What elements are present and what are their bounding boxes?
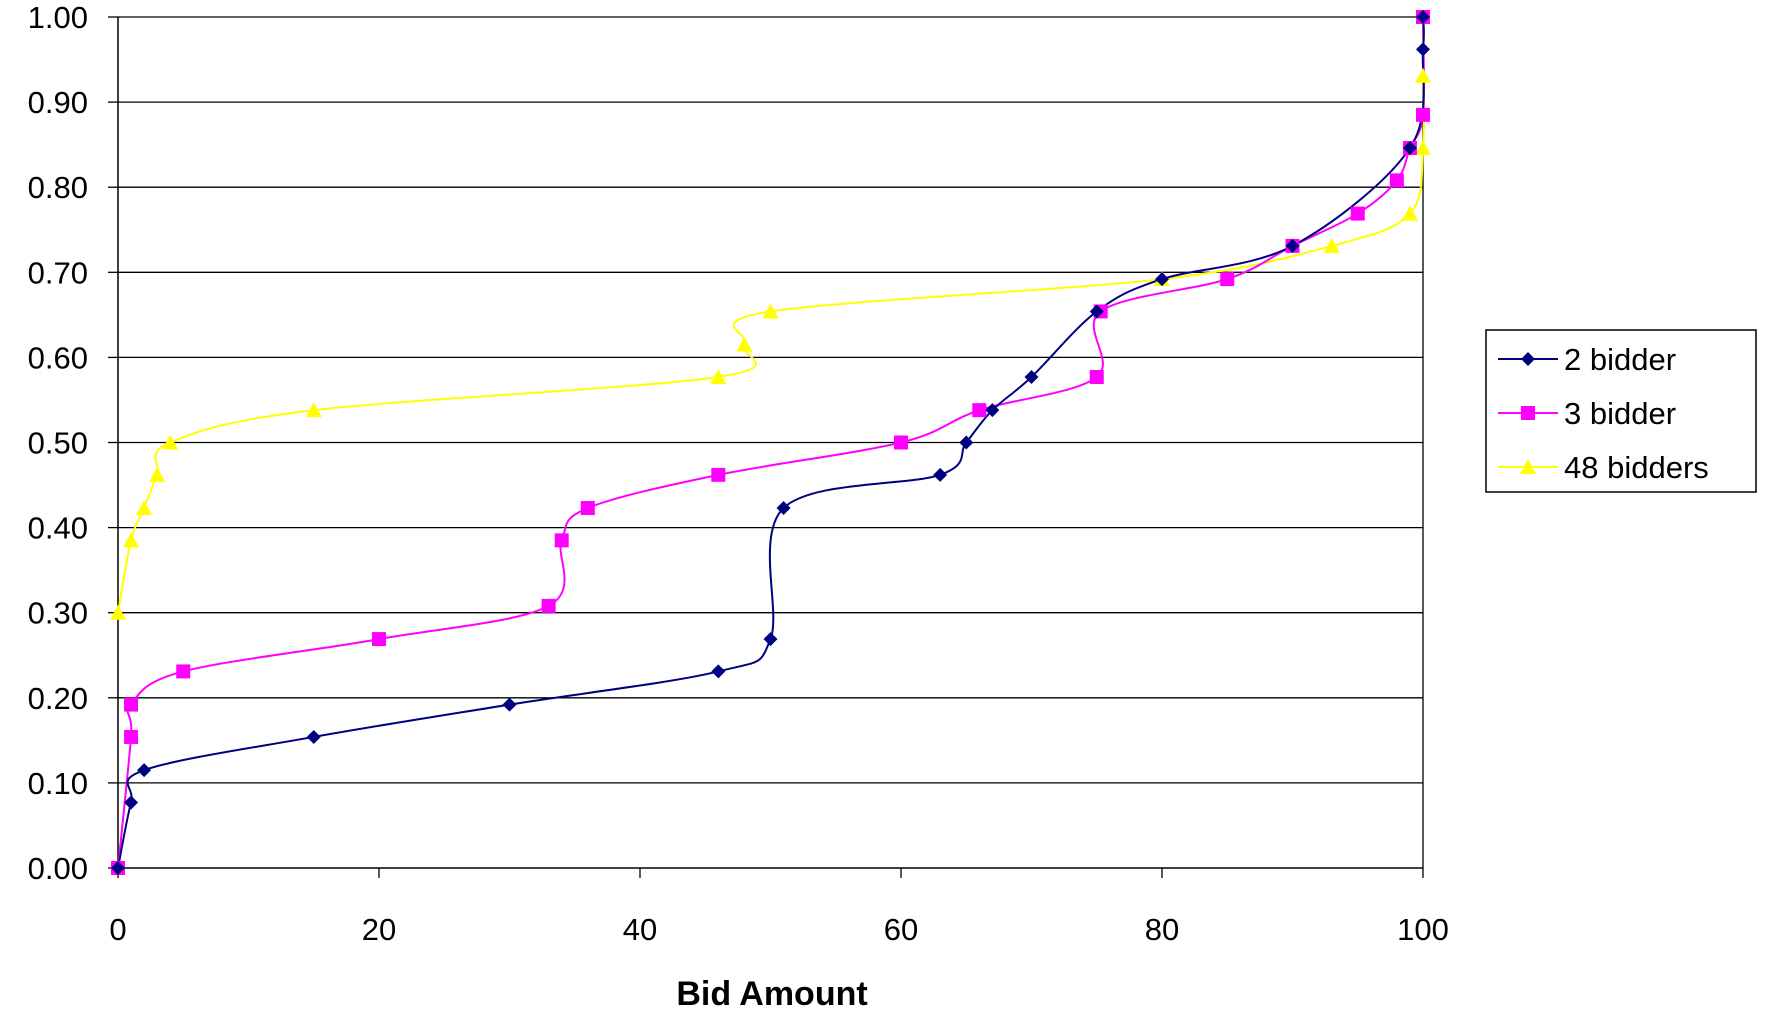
- point-2-bidder-12: [1089, 304, 1104, 319]
- point-3-bidder-2: [124, 697, 139, 712]
- legend-item-2-bidder: 2 bidder: [1498, 342, 1676, 377]
- y-tick-label-6: 0.60: [28, 340, 88, 375]
- point-2-bidder-15: [1402, 141, 1417, 156]
- point-48-bidders-0: [110, 604, 126, 620]
- point-3-bidder-4: [372, 632, 386, 647]
- legend-item-3-bidder: 3 bidder: [1498, 396, 1676, 431]
- point-3-bidder-6: [554, 533, 569, 548]
- y-tick-label-4: 0.40: [28, 511, 88, 546]
- point-48-bidders-6: [710, 368, 727, 384]
- point-48-bidders-7: [736, 336, 753, 352]
- y-tick-label-0: 0.00: [28, 851, 88, 886]
- x-tick-label-4: 80: [1145, 912, 1179, 947]
- x-axis-title: Bid Amount: [676, 975, 867, 1013]
- series-markers: [110, 9, 1431, 875]
- x-tick-label-0: 0: [109, 912, 126, 947]
- y-tick-label-8: 0.80: [28, 170, 88, 205]
- point-48-bidders-13: [1415, 67, 1431, 83]
- point-2-bidder-3: [306, 729, 321, 744]
- y-tick-label-1: 0.10: [28, 766, 88, 801]
- point-48-bidders-12: [1415, 140, 1431, 156]
- axes: [108, 16, 1424, 878]
- point-3-bidder-9: [894, 435, 908, 450]
- legend-label-2-bidder: 2 bidder: [1564, 342, 1676, 377]
- x-tick-label-1: 20: [362, 912, 396, 947]
- y-tick-label-2: 0.20: [28, 681, 88, 716]
- y-tick-label-3: 0.30: [28, 596, 88, 631]
- point-48-bidders-2: [136, 500, 153, 516]
- point-2-bidder-4: [502, 697, 517, 712]
- point-3-bidder-11: [1089, 369, 1104, 384]
- point-2-bidder-2: [137, 763, 152, 778]
- legend: 2 bidder 3 bidder 48 bidders: [1485, 329, 1757, 493]
- point-48-bidders-5: [305, 402, 322, 418]
- legend-label-3-bidder: 3 bidder: [1564, 396, 1676, 431]
- x-tick-label-3: 60: [884, 912, 918, 947]
- x-tick-label-5: 100: [1397, 912, 1449, 947]
- point-48-bidders-11: [1401, 205, 1418, 221]
- point-3-bidder-16: [1389, 173, 1404, 188]
- legend-label-48-bidders: 48 bidders: [1564, 450, 1709, 485]
- point-2-bidder-7: [776, 501, 791, 516]
- gridlines: [118, 16, 1423, 784]
- point-2-bidder-16: [1416, 42, 1430, 57]
- legend-marker-48-bidders: [1520, 459, 1536, 474]
- legend-item-48-bidders: 48 bidders: [1498, 450, 1709, 485]
- point-3-bidder-13: [1220, 272, 1235, 287]
- point-48-bidders-8: [762, 303, 779, 319]
- x-tick-label-2: 40: [623, 912, 657, 947]
- point-3-bidder-15: [1350, 206, 1365, 221]
- y-tick-label-7: 0.70: [28, 255, 88, 290]
- point-48-bidders-3: [149, 466, 166, 482]
- point-2-bidder-6: [763, 632, 778, 647]
- point-3-bidder-18: [1416, 107, 1430, 122]
- point-2-bidder-9: [959, 435, 974, 450]
- point-3-bidder-8: [711, 467, 726, 482]
- tick-labels: 0.00 0.10 0.20 0.30 0.40 0.50 0.60 0.70 0.80 0.90…: [28, 0, 1449, 947]
- point-3-bidder-1: [124, 729, 139, 744]
- point-2-bidder-5: [711, 664, 726, 679]
- point-3-bidder-5: [541, 598, 556, 613]
- point-48-bidders-4: [162, 434, 179, 450]
- point-2-bidder-10: [985, 403, 1000, 418]
- y-tick-label-5: 0.50: [28, 426, 88, 461]
- point-2-bidder-17: [1416, 10, 1430, 24]
- legend-marker-3-bidder: [1521, 406, 1535, 420]
- point-3-bidder-10: [972, 403, 987, 418]
- point-48-bidders-10: [1323, 237, 1340, 253]
- y-tick-label-9: 0.90: [28, 85, 88, 120]
- point-2-bidder-11: [1024, 369, 1039, 384]
- point-2-bidder-1: [124, 795, 139, 810]
- point-3-bidder-3: [176, 664, 191, 679]
- point-48-bidders-1: [123, 532, 140, 548]
- point-3-bidder-7: [580, 501, 595, 516]
- point-2-bidder-8: [933, 467, 948, 482]
- point-2-bidder-0: [111, 861, 125, 875]
- point-2-bidder-13: [1155, 272, 1169, 287]
- point-2-bidder-14: [1285, 238, 1300, 253]
- legend-marker-2-bidder: [1521, 352, 1535, 366]
- y-tick-label-10: 1.00: [28, 0, 88, 35]
